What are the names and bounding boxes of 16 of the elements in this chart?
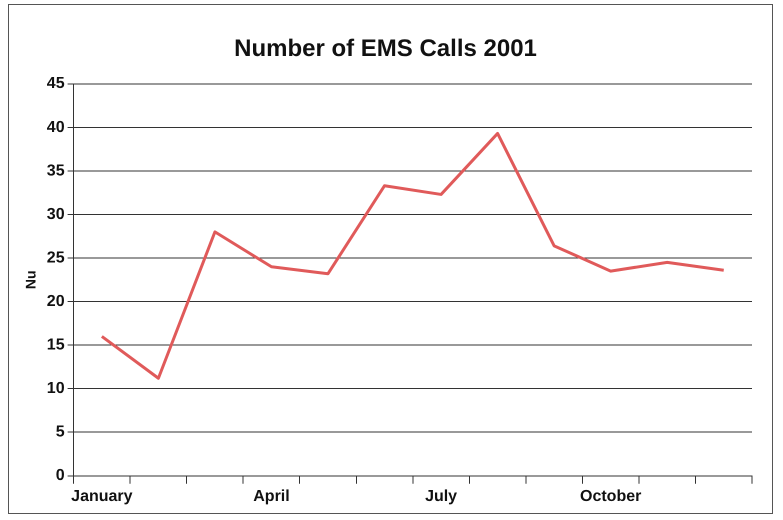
y-tick-label: 5	[56, 424, 65, 441]
y-tick-label: 35	[46, 162, 65, 180]
y-tick-label: 30	[46, 206, 65, 223]
y-tick-label: 10	[46, 380, 65, 398]
x-tick-label: October	[580, 488, 642, 505]
y-tick-label: 0	[56, 467, 65, 484]
x-tick-label: April	[253, 488, 290, 505]
y-axis-title: Nu	[22, 270, 38, 290]
chart-title: Number of EMS Calls 2001	[234, 35, 537, 62]
x-tick-label: July	[425, 488, 458, 505]
x-tick-label: January	[71, 488, 133, 505]
y-tick-label: 20	[46, 292, 65, 310]
y-tick-label: 15	[46, 336, 65, 354]
y-tick-label: 25	[46, 249, 65, 266]
y-tick-label: 45	[46, 75, 65, 92]
y-tick-label: 40	[46, 118, 65, 136]
